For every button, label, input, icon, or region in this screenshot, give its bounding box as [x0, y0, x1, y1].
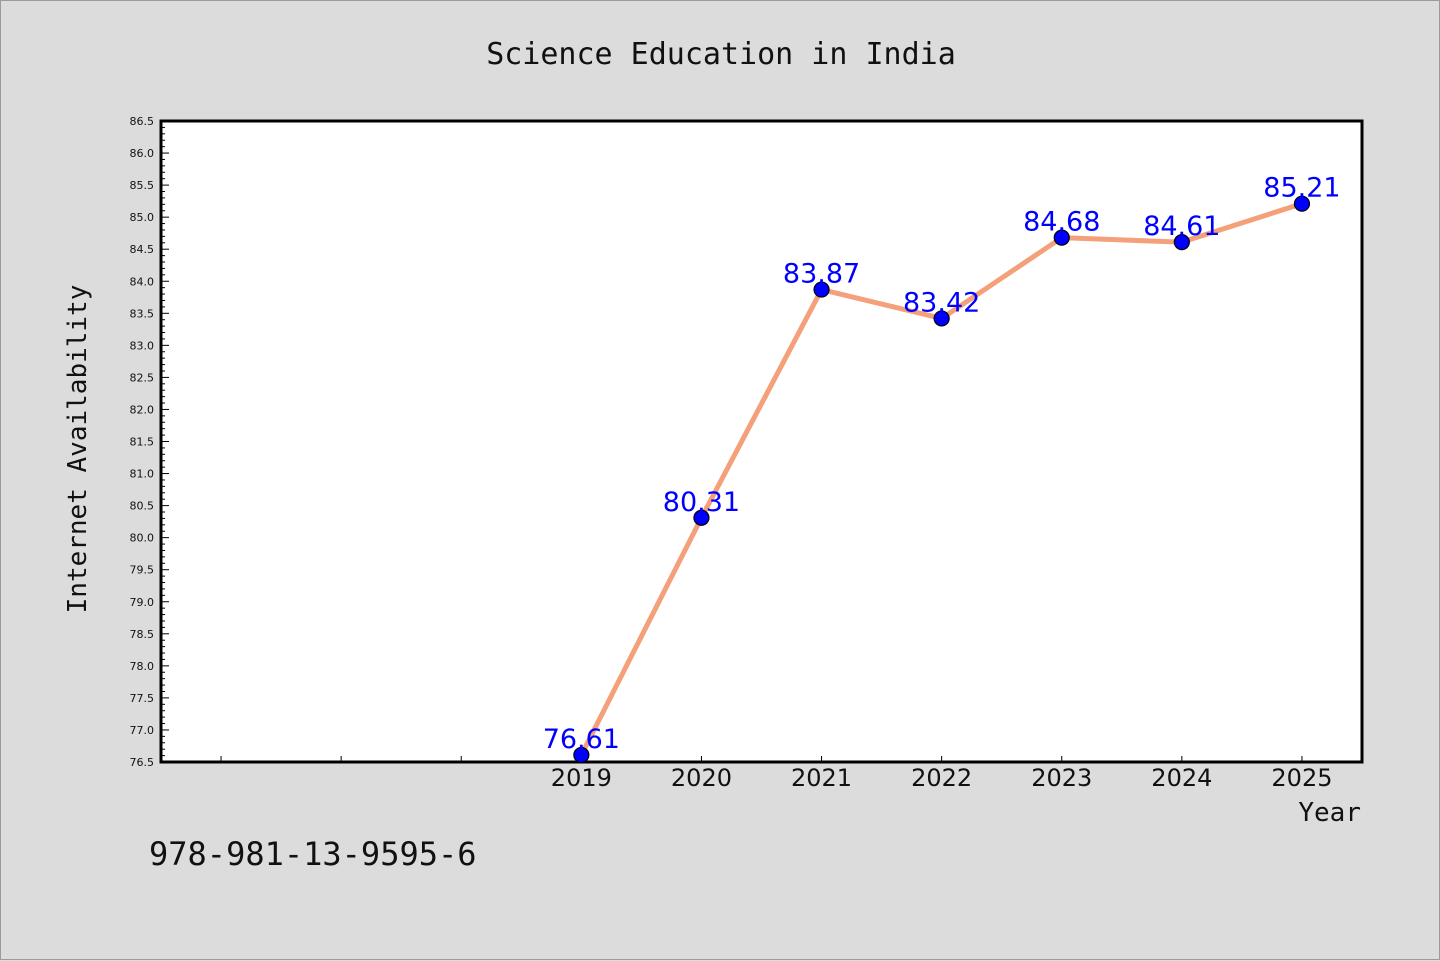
y-tick-label: 77.0 [130, 724, 155, 737]
y-tick-label: 77.5 [130, 692, 155, 705]
data-label: 84.61 [1143, 211, 1220, 242]
data-point [573, 746, 590, 764]
y-tick-label: 83.0 [130, 339, 155, 352]
y-axis-label: Internet Availability [63, 285, 93, 614]
y-tick-label: 76.5 [130, 756, 155, 769]
y-tick-label: 81.5 [130, 436, 155, 449]
y-tick-label: 80.0 [130, 532, 155, 545]
y-tick-label: 81.0 [130, 468, 155, 481]
x-tick-label: 2024 [1151, 764, 1212, 792]
y-tick-label: 79.5 [130, 564, 155, 577]
data-label: 83.87 [783, 259, 860, 290]
y-tick-label: 78.5 [130, 628, 155, 641]
y-tick-label: 84.0 [130, 275, 155, 288]
data-point [933, 310, 950, 327]
y-axis-ticks: 76.5 77.0 77.5 78.0 78.5 79.0 79.5 80.0 80.5 81.0… [130, 115, 169, 769]
y-tick-label: 82.0 [130, 403, 155, 416]
data-point [1053, 229, 1070, 246]
x-tick-label: 2019 [551, 764, 612, 792]
x-tick-label: 2022 [911, 764, 972, 792]
data-label: 80.31 [663, 487, 740, 518]
plot-area [159, 119, 1364, 764]
data-label: 83.42 [903, 287, 980, 318]
x-tick-label: 2025 [1271, 764, 1332, 792]
y-tick-label: 86.0 [130, 147, 155, 160]
data-label: 76.61 [543, 724, 620, 755]
data-point [1293, 195, 1311, 212]
y-tick-label: 83.5 [130, 307, 155, 320]
y-tick-label: 82.5 [130, 371, 155, 384]
chart-title: Science Education in India [486, 37, 956, 72]
y-tick-label: 86.5 [130, 115, 155, 128]
isbn-text: 978-981-13-9595-6 [149, 835, 477, 873]
series-layer: 76.61 80.31 83.87 83.42 84.68 84.61 85.21 [543, 173, 1341, 764]
data-point [813, 281, 830, 298]
data-label: 85.21 [1263, 173, 1340, 204]
data-point [1173, 234, 1190, 251]
x-tick-label: 2023 [1031, 764, 1092, 792]
x-tick-label: 2020 [671, 764, 732, 792]
data-point [693, 509, 710, 526]
y-tick-label: 80.5 [130, 500, 155, 513]
data-label: 84.68 [1023, 207, 1100, 238]
y-tick-label: 85.5 [130, 179, 155, 192]
x-tick-label: 2021 [791, 764, 852, 792]
y-tick-label: 85.0 [130, 211, 155, 224]
y-tick-label: 84.5 [130, 243, 155, 256]
x-axis-label: Year [1298, 798, 1361, 828]
x-axis-ticks: 2019 2020 2021 2022 2023 2024 2025 [220, 756, 1332, 792]
y-tick-label: 78.0 [130, 660, 155, 673]
y-tick-label: 79.0 [130, 596, 155, 609]
